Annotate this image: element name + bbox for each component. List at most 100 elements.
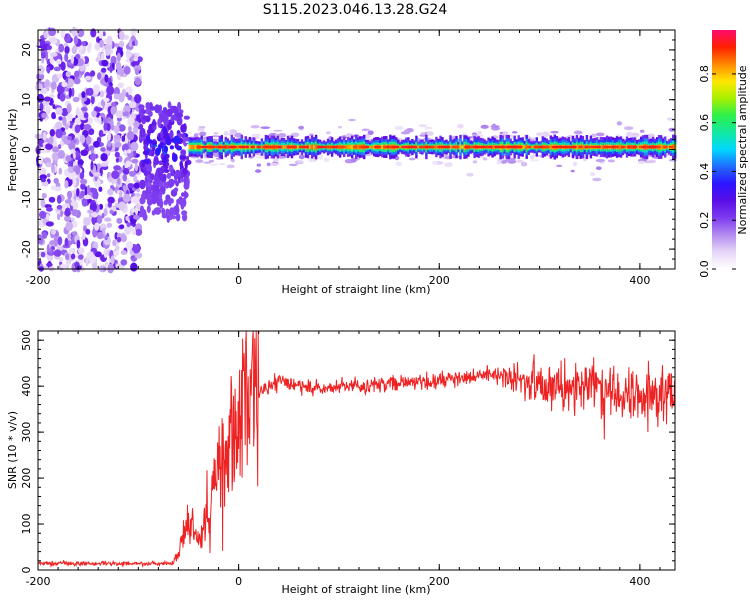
- spectrogram-noise-cell: [113, 86, 120, 97]
- spectrogram-noise-cell: [107, 188, 114, 196]
- snr-xtick-label: -200: [26, 575, 51, 588]
- spectrogram-noise-cell: [71, 87, 75, 97]
- spectrogram-noise-cell: [41, 192, 47, 199]
- spectrogram-onset-cell: [154, 171, 159, 182]
- spectrogram-noise-cell: [70, 253, 76, 260]
- spectrogram-noise-cell: [83, 218, 91, 226]
- spectrogram-tone-cell: [531, 145, 534, 149]
- spectrogram-noise-cell: [72, 149, 77, 159]
- spectrogram-noise-cell: [118, 155, 123, 163]
- spectrogram-noise-cell: [106, 117, 112, 122]
- colorbar-tick-label: 0.0: [698, 260, 711, 278]
- spectrogram-onset-cell: [160, 130, 164, 139]
- spectrogram-onset-cell: [147, 186, 151, 193]
- spectrogram-onset-cell: [139, 127, 146, 138]
- spectrogram-noise-cell: [111, 176, 115, 185]
- spectrogram-noise-cell: [53, 236, 59, 247]
- spectrogram-noise-cell: [64, 46, 70, 55]
- spectrogram-peak-dot: [364, 145, 370, 149]
- snr-series-line: [37, 330, 676, 568]
- spectrogram-onset-cell: [170, 105, 175, 114]
- spectrogram-onset-cell: [179, 155, 187, 160]
- spectrogram-peak-dot: [292, 145, 297, 149]
- colorbar-ticks: 0.0 0.2 0.4 0.6 0.8: [698, 65, 736, 278]
- colorbar-gradient: [712, 30, 736, 269]
- spectrogram-onset-cell: [145, 102, 151, 110]
- spectrogram-onset-cell: [168, 179, 173, 189]
- spectrogram-tone-cell: [280, 145, 284, 149]
- spectrogram-halo-cell: [616, 121, 623, 126]
- spectrogram-halo-cell: [466, 172, 474, 177]
- spectrogram-noise-cell: [79, 122, 85, 131]
- spectrogram-halo-cell: [530, 159, 540, 162]
- colorbar-tick-label: 0.2: [698, 211, 711, 229]
- spectrogram-halo-cell: [363, 133, 371, 139]
- spectrogram-halo-cell: [595, 158, 606, 163]
- spectrogram-onset-cell: [164, 169, 170, 173]
- spectrogram-noise-cell: [74, 124, 81, 134]
- spectrogram-noise-cell: [64, 199, 72, 204]
- spectrogram-halo-cell: [203, 161, 212, 164]
- spectrogram-noise-cell: [111, 170, 120, 180]
- spectrogram-noise-cell: [60, 108, 69, 117]
- spectrogram-halo-cell: [589, 171, 596, 177]
- spectrogram-peak-dot: [277, 145, 282, 149]
- spectrogram-tone-cell: [623, 145, 627, 149]
- spectrogram-peak-dot: [244, 145, 249, 149]
- spectrogram-halo-cell: [497, 158, 504, 162]
- spectrogram-noise-cell: [126, 149, 132, 154]
- spectrogram-noise-cell: [122, 174, 128, 182]
- spectrogram-noise-cell: [104, 217, 112, 222]
- spectrogram-noise-cell: [46, 213, 50, 220]
- spectrogram-noise-cell: [75, 165, 81, 175]
- spectrogram-noise-cell: [36, 93, 45, 103]
- spectrogram-noise-cell: [119, 224, 125, 229]
- spectrogram-tone-cell: [575, 144, 579, 150]
- spectrogram-noise-cell: [123, 66, 131, 75]
- spectrogram-noise-cell: [76, 58, 85, 67]
- spectrogram-noise-cell: [135, 228, 143, 236]
- spectrogram-tone-cell: [314, 144, 318, 150]
- snr-ytick-label: 400: [20, 376, 33, 397]
- spectrogram-halo-cell: [572, 161, 578, 167]
- spectrogram-noise-cell: [93, 84, 100, 95]
- spectrogram-noise-cell: [109, 65, 113, 73]
- spectrogram-noise-cell: [53, 66, 61, 72]
- spectrogram-peak-dot: [614, 145, 619, 149]
- spectrogram-noise-cell: [75, 107, 80, 116]
- spectrogram-noise-cell: [80, 183, 86, 190]
- spectrogram-noise-cell: [51, 185, 56, 191]
- spectrogram-ytick-label: -10: [20, 190, 33, 208]
- spectrogram-peak-dot: [256, 145, 261, 149]
- spectrogram-tone-cell: [349, 145, 352, 150]
- spectrogram-noise-cell: [42, 131, 47, 141]
- spectrogram-noise-cell: [43, 31, 48, 39]
- spectrogram-onset-cell: [186, 156, 189, 161]
- spectrogram-onset-cell: [151, 120, 157, 127]
- spectrogram-noise-cell: [40, 198, 46, 208]
- spectrogram-noise-cell: [90, 152, 96, 162]
- spectrogram-noise-cell: [93, 140, 100, 148]
- spectrogram-tone-cell: [312, 144, 316, 150]
- spectrogram-noise-cell: [50, 81, 57, 90]
- spectrogram-onset-cell: [159, 199, 164, 209]
- spectrogram-noise-cell: [72, 45, 78, 50]
- spectrogram-ticks: -200 0 200 400 20 10 0 -10 -20: [20, 29, 675, 287]
- spectrogram-onset-cell: [184, 160, 188, 170]
- spectrogram-noise-cell: [113, 165, 121, 171]
- spectrogram-noise-cell: [116, 236, 122, 243]
- spectrogram-noise-cell: [127, 117, 135, 127]
- spectrogram-noise-cell: [130, 256, 138, 262]
- spectrogram-halo-cell: [230, 158, 235, 163]
- spectrogram-noise-cell: [106, 141, 112, 147]
- snr-xtick-label: 400: [629, 575, 650, 588]
- spectrogram-noise-cell: [98, 115, 102, 126]
- spectrogram-noise-cell: [37, 236, 44, 245]
- spectrogram-noise-cell: [131, 207, 136, 213]
- spectrogram-halo-cell: [350, 158, 357, 163]
- spectrogram-halo-cell: [209, 163, 219, 166]
- spectrogram-halo-cell: [198, 126, 206, 129]
- spectrogram-noise-cell: [125, 92, 129, 98]
- spectrogram-peak-dot: [632, 145, 638, 149]
